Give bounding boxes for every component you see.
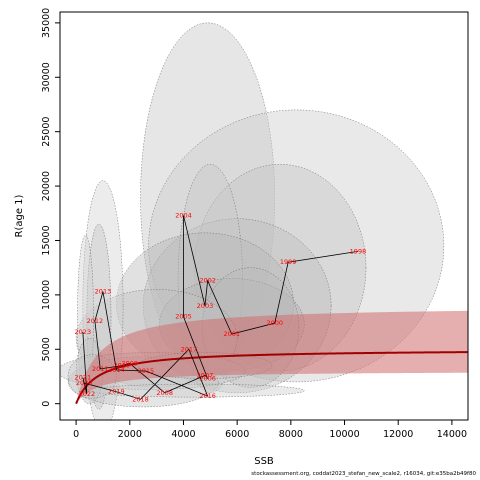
- plot-frame: [59, 11, 469, 421]
- confidence-band-area: [76, 310, 468, 404]
- year-label: 2012: [87, 317, 104, 325]
- x-tick: 10000: [329, 420, 360, 440]
- year-label: 2017: [181, 345, 198, 353]
- footer-source: stockassessment.org, coddat2023_stefan_n…: [251, 471, 476, 477]
- stock-recruit-curve: [75, 351, 468, 405]
- x-tick-label: 14000: [437, 429, 467, 440]
- year-label: 2004: [175, 211, 192, 219]
- y-tick-label: 10000: [41, 280, 52, 310]
- year-label: 2009: [122, 359, 139, 367]
- year-label: 2023: [75, 328, 92, 336]
- x-tick-label: 8000: [279, 429, 303, 440]
- x-tick-label: 6000: [225, 429, 249, 440]
- y-axis: 0 5000 10000 15000 20000 25000 30000 35000: [41, 8, 60, 407]
- year-label: 1998: [350, 247, 367, 255]
- x-tick: 14000: [437, 420, 467, 440]
- x-tick: 0: [73, 420, 79, 440]
- year-label: 2019: [108, 388, 125, 396]
- year-label: 2014: [108, 366, 125, 374]
- y-axis-label: R(age 1): [14, 194, 25, 237]
- x-tick-label: 2000: [118, 429, 142, 440]
- year-label: 2011: [92, 365, 109, 373]
- year-label: 1999: [280, 258, 297, 266]
- y-tick: 0: [41, 401, 60, 407]
- year-label: 2015: [138, 367, 155, 375]
- year-labels: 1998 1999 2000 2001 2002 2003 2004 2005 20062007…: [75, 211, 367, 403]
- y-tick: 35000: [41, 8, 60, 38]
- y-tick: 10000: [41, 280, 60, 310]
- x-tick: 4000: [171, 420, 196, 440]
- year-label: 2003: [197, 302, 214, 310]
- y-tick-label: 0: [41, 401, 52, 407]
- x-tick-label: 10000: [329, 429, 359, 440]
- x-axis: 0 2000 4000 6000 8000 10000 12000 14000: [73, 420, 467, 440]
- x-axis-label: SSB: [254, 456, 274, 467]
- y-tick: 20000: [41, 171, 60, 201]
- uncertainty-ellipse: [77, 234, 94, 399]
- x-tick-label: 0: [73, 429, 79, 440]
- x-tick: 8000: [279, 420, 303, 440]
- y-tick-label: 20000: [41, 171, 52, 201]
- year-label: 2005: [175, 313, 192, 321]
- year-label: 2022: [79, 390, 96, 398]
- uncertainty-ellipse: [89, 383, 305, 398]
- year-label: 2007: [197, 371, 214, 379]
- year-trajectory: [82, 215, 359, 400]
- y-tick-label: 25000: [41, 117, 52, 147]
- y-tick-label: 15000: [41, 225, 52, 255]
- y-tick: 25000: [41, 117, 60, 147]
- year-label: 2008: [156, 389, 173, 397]
- y-tick: 5000: [41, 337, 60, 361]
- year-label: 2000: [266, 319, 283, 327]
- year-label: 2016: [199, 392, 216, 400]
- y-tick-label: 5000: [41, 337, 52, 361]
- y-tick: 15000: [41, 225, 60, 256]
- stock-recruit-line: [75, 351, 468, 405]
- year-label: 2002: [199, 277, 216, 285]
- year-label: 2001: [224, 330, 241, 338]
- year-label: 2006: [199, 375, 216, 383]
- confidence-band: [76, 310, 468, 404]
- y-tick: 30000: [41, 62, 60, 92]
- x-tick-label: 4000: [171, 429, 195, 440]
- year-label: 2021: [75, 374, 92, 382]
- y-tick-label: 35000: [41, 8, 52, 38]
- year-label: 2018: [132, 395, 149, 403]
- x-tick: 12000: [383, 420, 413, 440]
- x-tick: 2000: [118, 420, 142, 440]
- year-label: 2020: [76, 379, 93, 387]
- year-label: 2013: [95, 288, 112, 296]
- year-label: 2010: [113, 362, 130, 370]
- x-tick-label: 12000: [383, 429, 413, 440]
- x-tick: 6000: [225, 420, 249, 440]
- y-tick-label: 30000: [41, 62, 52, 92]
- trajectory-line: [82, 215, 359, 400]
